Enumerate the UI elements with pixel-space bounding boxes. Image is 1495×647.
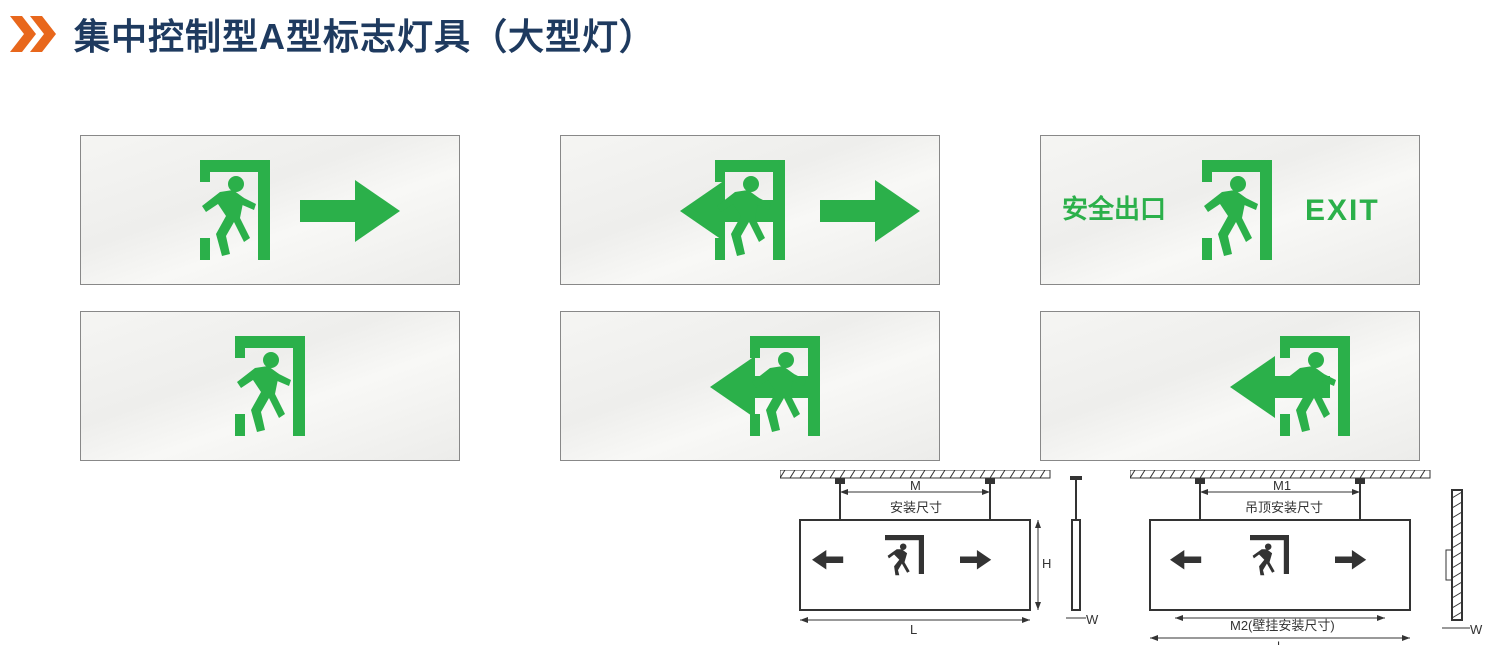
- dim-install-label: 安装尺寸: [890, 500, 942, 515]
- dim-l: L: [910, 622, 917, 637]
- dimension-diagrams: M 安装尺寸 H L W: [780, 470, 1490, 645]
- label-cn-exit: 安全出口: [1062, 194, 1166, 224]
- dim-m2: M2(壁挂安装尺寸): [1230, 618, 1335, 633]
- page-title: 集中控制型A型标志灯具（大型灯）: [74, 8, 656, 60]
- sign-exit-text: 安全出口 EXIT: [1040, 135, 1420, 285]
- dim-w2: W: [1470, 622, 1483, 637]
- dim-w: W: [1086, 612, 1099, 627]
- sign-left-arrow-center: [560, 311, 940, 461]
- section-header: 集中控制型A型标志灯具（大型灯）: [0, 0, 1495, 80]
- double-chevron-icon: [10, 16, 64, 52]
- sign-both-arrows: [560, 135, 940, 285]
- sign-right-arrow: [80, 135, 460, 285]
- sign-left-arrow-right-figure: [1040, 311, 1420, 461]
- sign-figure-only: [80, 311, 460, 461]
- dim-ceiling-label: 吊顶安装尺寸: [1245, 500, 1323, 515]
- label-en-exit: EXIT: [1305, 194, 1380, 227]
- dim-m1: M1: [1273, 478, 1291, 493]
- sign-grid: 安全出口 EXIT: [0, 80, 1495, 461]
- diagram-ceiling-mount-1: M 安装尺寸 H L W: [780, 470, 1110, 645]
- diagram-ceiling-mount-2: M1 吊顶安装尺寸 M2(壁挂安装尺寸) L W: [1130, 470, 1490, 645]
- dim-l2: L: [1277, 639, 1284, 645]
- dim-h: H: [1042, 556, 1051, 571]
- dim-m: M: [910, 478, 921, 493]
